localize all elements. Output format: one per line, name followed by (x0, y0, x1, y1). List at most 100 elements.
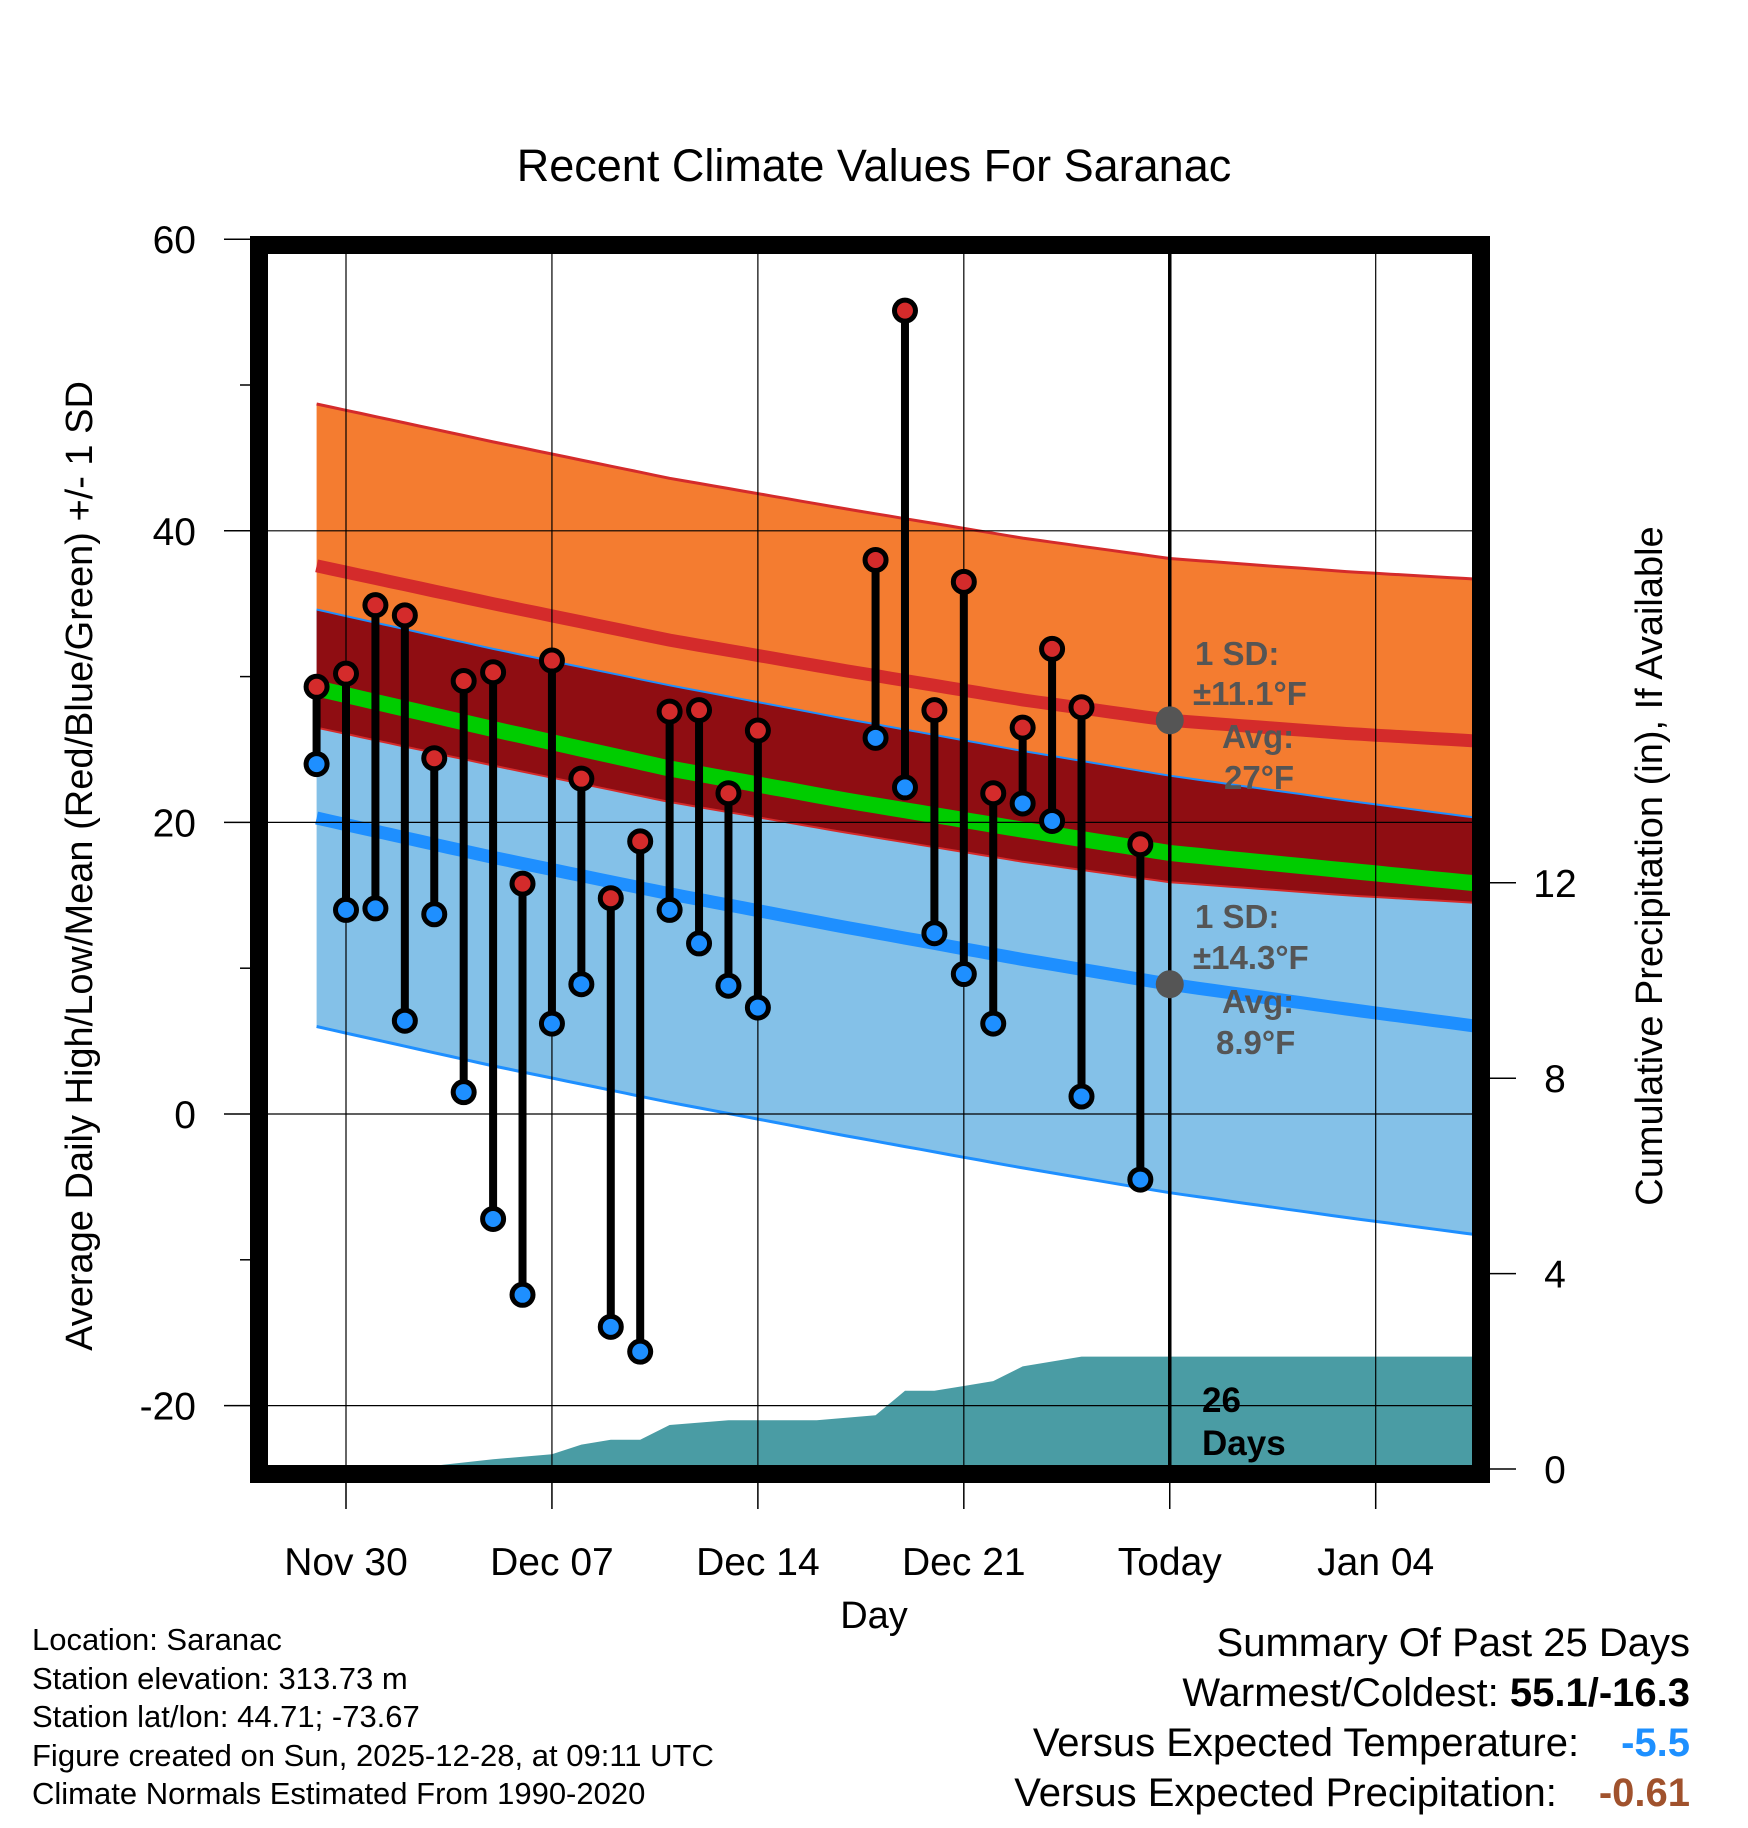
low-avg-label: Avg: (1222, 983, 1294, 1020)
high-point (303, 673, 330, 700)
y-tick-label: 60 (153, 219, 196, 262)
low-point (1009, 790, 1036, 817)
chart-title: Recent Climate Values For Saranac (517, 140, 1232, 191)
high-point (568, 765, 595, 792)
x-tick-label: Nov 30 (284, 1541, 408, 1584)
precip-value: -0.61 (1598, 1771, 1690, 1815)
high-point (891, 297, 918, 324)
low-point (538, 1010, 565, 1037)
low-sd-value: ±14.3°F (1193, 939, 1309, 976)
high-point (421, 745, 448, 772)
warm-cold-label: Warmest/Coldest: (1182, 1671, 1499, 1715)
precip-label: Versus Expected Precipitation: (1014, 1771, 1557, 1815)
x-axis-title: Day (840, 1595, 908, 1637)
temp-value: -5.5 (1621, 1721, 1690, 1765)
temp-label: Versus Expected Temperature: (1032, 1721, 1580, 1765)
high-point (450, 667, 477, 694)
high-avg-value: 27°F (1224, 759, 1294, 796)
low-sd-upper-line (316, 608, 1476, 819)
y-tick-label: 20 (153, 802, 196, 845)
location-text: Location: Saranac (32, 1622, 282, 1657)
low-point (597, 1313, 624, 1340)
plot-layer (264, 250, 1476, 1469)
summary-temp: Versus Expected Temperature: -5.5 (1014, 1718, 1690, 1768)
high-point (1068, 694, 1095, 721)
x-tick-label: Today (1118, 1541, 1223, 1584)
low-point (1127, 1166, 1154, 1193)
y2-tick-label: 8 (1544, 1058, 1566, 1101)
low-point (480, 1205, 507, 1232)
y-axis-title: Average Daily High/Low/Mean (Red/Blue/Gr… (59, 381, 101, 1351)
low-point (862, 724, 889, 751)
y2-tick-label: 12 (1533, 863, 1576, 906)
high-point (656, 698, 683, 725)
high-point (1039, 635, 1066, 662)
high-point (480, 659, 507, 686)
normal-high-line (315, 559, 1476, 748)
warm-cold-value: 55.1/-16.3 (1509, 1671, 1690, 1715)
normal-low-line (315, 811, 1476, 1033)
low-point (744, 994, 771, 1021)
low-sd-label: 1 SD: (1195, 898, 1279, 935)
normal-mean-line (314, 680, 1476, 892)
low-point (568, 971, 595, 998)
high-point (509, 870, 536, 897)
high-point (333, 660, 359, 687)
high-point (597, 885, 624, 912)
y2-tick-label: 0 (1544, 1449, 1566, 1492)
low-point (921, 920, 948, 947)
low-point (509, 1281, 536, 1308)
days-count: 26 (1202, 1381, 1241, 1420)
normals-text: Climate Normals Estimated From 1990-2020 (32, 1776, 646, 1811)
y2-tick-label: 4 (1544, 1254, 1566, 1297)
high-point (862, 546, 889, 573)
created-text: Figure created on Sun, 2025-12-28, at 09… (32, 1737, 714, 1773)
low-point (1068, 1083, 1095, 1110)
low-point (391, 1007, 418, 1034)
elevation-text: Station elevation: 313.73 m (32, 1660, 408, 1696)
low-avg-value: 8.9°F (1216, 1024, 1295, 1061)
low-point (656, 896, 683, 923)
high-point (950, 568, 977, 595)
low-point (715, 972, 742, 999)
y-tick-label: -20 (140, 1386, 196, 1429)
precip-area (316, 1356, 1476, 1469)
low-sd-lower-line (316, 1025, 1476, 1237)
low-point (627, 1338, 654, 1365)
x-tick-label: Jan 04 (1317, 1541, 1434, 1584)
x-tick-label: Dec 14 (696, 1541, 820, 1584)
high-sd-label: 1 SD: (1195, 635, 1279, 672)
days-label: Days (1202, 1424, 1286, 1463)
high-avg-label: Avg: (1222, 718, 1294, 755)
high-point (538, 647, 565, 674)
summary-title: Summary Of Past 25 Days (1216, 1621, 1690, 1665)
low-point (891, 774, 918, 801)
y-tick-label: 0 (174, 1094, 196, 1137)
high-sd-lower-line (316, 726, 1476, 904)
high-sd-value: ±11.1°F (1193, 675, 1307, 712)
low-point (980, 1010, 1007, 1037)
x-tick-label: Dec 07 (490, 1541, 614, 1584)
high-point (715, 780, 742, 807)
summary-warm-cold: Warmest/Coldest: 55.1/-16.3 (1014, 1668, 1690, 1718)
high-point (921, 697, 948, 724)
today-high-avg-marker (1155, 706, 1184, 735)
summary-panel: Summary Of Past 25 Days Warmest/Coldest:… (1014, 1618, 1690, 1818)
low-point (333, 896, 359, 923)
low-point (1039, 807, 1066, 834)
low-point (303, 751, 330, 778)
low-point (950, 961, 977, 988)
station-info: Location: Saranac Station elevation: 313… (32, 1621, 714, 1814)
high-point (686, 697, 713, 724)
low-point (686, 930, 713, 957)
high-point (1127, 831, 1154, 858)
y-tick-label: 40 (153, 511, 196, 554)
high-point (744, 717, 771, 744)
high-sd-upper-line (316, 402, 1476, 581)
high-point (1009, 714, 1036, 741)
plot-frame (250, 236, 1490, 1483)
summary-precip: Versus Expected Precipitation: -0.61 (1014, 1768, 1690, 1818)
high-point (391, 602, 418, 629)
latlon-text: Station lat/lon: 44.71; -73.67 (32, 1699, 420, 1734)
